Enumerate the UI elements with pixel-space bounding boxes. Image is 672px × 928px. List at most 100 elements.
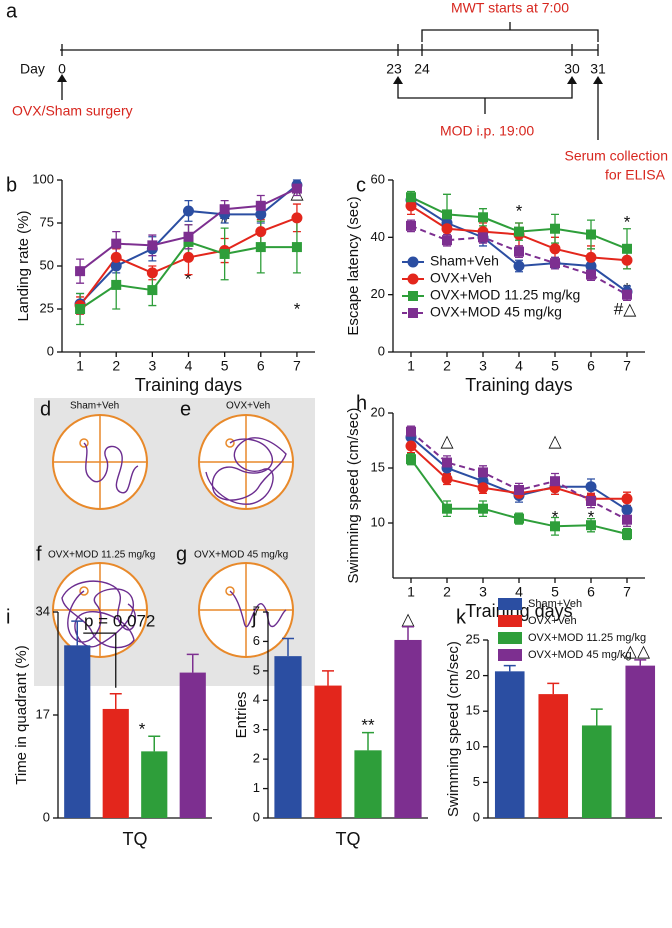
- y-tick-label: 50: [40, 257, 54, 272]
- x-tick-label: 3: [479, 358, 487, 374]
- point: [219, 204, 230, 215]
- bar: [64, 645, 91, 818]
- annotation: *: [624, 212, 631, 231]
- y-tick-label: 20: [466, 667, 480, 682]
- panel-label: g: [176, 543, 187, 565]
- y-tick-label: 34: [36, 603, 50, 618]
- point: [405, 440, 417, 452]
- error-bar: [402, 625, 414, 640]
- x-axis-label: TQ: [336, 829, 361, 849]
- annotation: △: [548, 431, 562, 450]
- point: [255, 226, 267, 238]
- point: [586, 520, 596, 531]
- point: [441, 473, 453, 485]
- point: [550, 223, 560, 234]
- point: [183, 231, 194, 242]
- day: 0: [58, 61, 66, 77]
- event-label: for ELISA: [605, 167, 666, 183]
- legend-label: OVX+Veh: [528, 615, 577, 627]
- timeline-ticks: [61, 44, 599, 56]
- panel-label: h: [356, 392, 367, 414]
- point: [442, 457, 452, 468]
- point: [219, 248, 230, 259]
- error-bar: [148, 735, 161, 752]
- bar: [102, 708, 129, 818]
- x-tick-label: 7: [293, 358, 301, 374]
- point: [514, 513, 524, 524]
- day: 30: [564, 61, 580, 77]
- x-tick-label: 3: [148, 358, 156, 374]
- y-tick-label: 15: [466, 703, 480, 718]
- point: [477, 482, 489, 494]
- y-tick-label: 5: [473, 774, 480, 789]
- y-axis-label: Swimming speed (cm/sec): [345, 408, 362, 584]
- error-bar: [322, 670, 334, 686]
- panel-label: e: [180, 398, 191, 420]
- point: [442, 235, 452, 246]
- y-tick-label: 60: [371, 171, 385, 186]
- arrowhead: [393, 76, 577, 84]
- panel-label: c: [356, 174, 366, 196]
- point: [406, 220, 416, 231]
- point: [75, 304, 86, 314]
- y-tick-label: 15: [371, 459, 385, 474]
- y-axis-label: Time in quadrant (%): [13, 645, 30, 785]
- error-bar: [282, 637, 294, 657]
- y-tick-label: 1: [253, 780, 260, 795]
- point: [146, 267, 158, 279]
- bar: [494, 671, 525, 818]
- day-label: Day: [20, 61, 45, 77]
- legend-label: Sham+Veh: [528, 598, 582, 610]
- legend-label: OVX+MOD 45 mg/kg: [528, 649, 632, 661]
- y-tick-label: 100: [32, 171, 54, 186]
- point: [478, 503, 488, 514]
- error-bar: [547, 682, 560, 695]
- point: [442, 209, 452, 220]
- event-label: OVX/Sham surgery: [12, 103, 133, 119]
- point: [111, 279, 122, 290]
- point: [406, 426, 416, 437]
- x-axis-label: TQ: [123, 829, 148, 849]
- legend-label: Sham+Veh: [430, 253, 499, 269]
- point: [183, 251, 194, 263]
- bar: [141, 751, 168, 818]
- point: [255, 200, 266, 211]
- point: [586, 229, 596, 240]
- error-bar: [109, 693, 122, 709]
- point: [621, 493, 633, 505]
- panel-label: f: [36, 543, 42, 565]
- event-label: MWT starts at 7:00: [451, 0, 569, 16]
- point: [586, 496, 596, 506]
- annotation: *: [516, 201, 523, 220]
- point: [75, 266, 86, 277]
- x-tick-label: 4: [185, 358, 193, 374]
- x-tick-label: 1: [407, 584, 415, 600]
- y-tick-label: 20: [371, 404, 385, 419]
- x-tick-label: 5: [551, 358, 559, 374]
- point: [585, 260, 597, 272]
- point: [183, 205, 194, 217]
- annotation: △: [440, 431, 454, 450]
- bar: [179, 672, 206, 818]
- y-tick-label: 4: [253, 692, 260, 707]
- y-tick-label: 2: [253, 751, 260, 766]
- y-tick-label: 0: [43, 809, 50, 824]
- legend-label: OVX+MOD 11.25 mg/kg: [430, 287, 580, 303]
- y-tick-label: 25: [466, 631, 480, 646]
- point: [513, 260, 525, 272]
- annotation: **: [361, 715, 375, 734]
- timeline: a Day 0 23 24 30 31 MWT starts at 7:00 O…: [6, 0, 668, 183]
- point: [147, 240, 158, 251]
- point: [406, 192, 416, 203]
- panel-label: k: [456, 606, 467, 628]
- legend-swatch: [498, 598, 522, 610]
- point: [478, 232, 488, 243]
- x-tick-label: 2: [443, 584, 451, 600]
- annotation: #△: [614, 299, 637, 318]
- y-tick-label: 0: [47, 343, 54, 358]
- panel-label: d: [40, 398, 51, 420]
- bar: [354, 750, 382, 818]
- point: [586, 269, 596, 280]
- legend-marker: [408, 291, 418, 301]
- x-tick-label: 6: [587, 358, 595, 374]
